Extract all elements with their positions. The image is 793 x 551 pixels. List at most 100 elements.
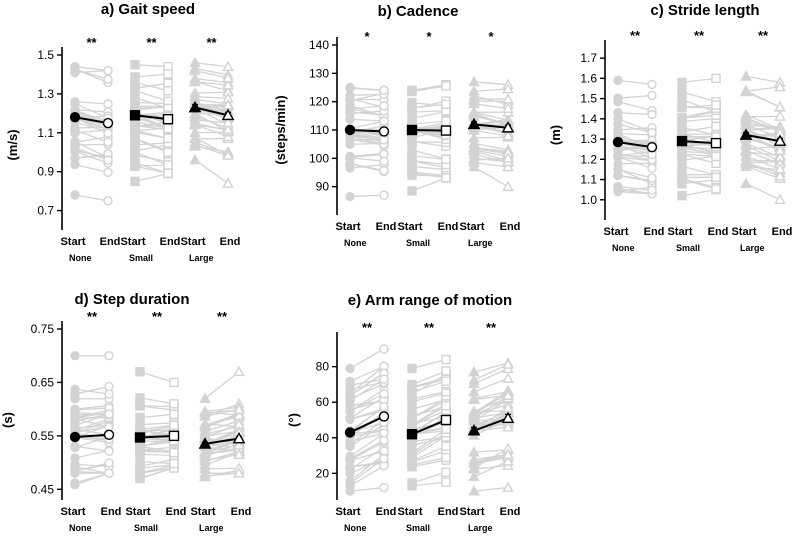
y-tick-label: 1.4 xyxy=(580,112,597,126)
individual-line xyxy=(617,162,653,165)
individual-line xyxy=(204,408,240,418)
individual-end-point xyxy=(104,446,114,456)
individual-start-point xyxy=(199,392,211,403)
individual-end-point xyxy=(222,71,234,83)
individual-line xyxy=(745,86,781,92)
individual-start-point xyxy=(407,448,417,458)
individual-line xyxy=(74,102,109,119)
mean-line xyxy=(411,419,447,436)
individual-line xyxy=(411,445,447,462)
individual-line xyxy=(204,431,240,445)
individual-end-point xyxy=(647,90,657,101)
mean-end-marker xyxy=(162,113,174,125)
individual-line xyxy=(617,185,653,191)
y-tick-label: 140 xyxy=(309,38,329,52)
individual-line xyxy=(349,423,385,448)
mean-line xyxy=(139,434,175,439)
individual-start-point xyxy=(407,103,417,113)
individual-line xyxy=(411,459,447,468)
individual-line xyxy=(134,124,169,131)
individual-start-point xyxy=(345,104,355,114)
individual-start-point xyxy=(189,153,201,165)
condition-label-end: End xyxy=(220,236,241,248)
individual-line xyxy=(204,472,240,477)
individual-start-point xyxy=(199,469,211,481)
individual-start-point xyxy=(407,168,417,178)
condition-label-start: Start xyxy=(459,506,484,518)
individual-line xyxy=(473,129,509,137)
group-label: Small xyxy=(406,523,430,533)
individual-line xyxy=(411,392,447,403)
individual-end-point xyxy=(774,162,786,174)
individual-line xyxy=(134,144,169,152)
individual-end-point xyxy=(502,102,514,114)
group-label: None xyxy=(69,253,92,263)
y-tick-label: 90 xyxy=(316,180,330,194)
individual-line xyxy=(745,75,781,84)
mean-start-marker xyxy=(676,135,688,147)
mean-line xyxy=(473,417,509,432)
individual-line xyxy=(681,155,717,161)
individual-line xyxy=(411,406,447,417)
y-tick-label: 130 xyxy=(309,66,329,80)
individual-line xyxy=(617,143,653,156)
panel-title: b) Cadence xyxy=(378,3,459,20)
individual-line xyxy=(74,68,109,80)
individual-line xyxy=(74,411,110,420)
individual-line xyxy=(74,404,110,410)
individual-line xyxy=(349,120,385,130)
individual-line xyxy=(194,131,229,134)
mean-start-marker xyxy=(344,427,356,438)
individual-end-point xyxy=(502,180,514,192)
individual-end-point xyxy=(379,344,389,354)
individual-start-point xyxy=(468,107,480,118)
individual-line xyxy=(204,442,240,458)
individual-end-point xyxy=(103,99,113,109)
individual-line xyxy=(134,116,169,130)
individual-end-point xyxy=(379,446,389,456)
individual-line xyxy=(745,149,781,165)
individual-end-point xyxy=(104,458,114,468)
individual-end-point xyxy=(104,381,114,392)
y-axis-label: (steps/min) xyxy=(273,95,288,164)
individual-start-point xyxy=(345,455,355,466)
individual-line xyxy=(411,411,447,434)
individual-line xyxy=(139,424,175,435)
group-small xyxy=(406,79,452,196)
group-label: None xyxy=(612,243,635,253)
individual-start-point xyxy=(70,143,80,153)
individual-line xyxy=(411,103,447,109)
individual-start-point xyxy=(407,86,417,97)
individual-end-point xyxy=(379,135,389,145)
individual-line xyxy=(411,428,447,454)
individual-line xyxy=(473,147,509,154)
individual-end-point xyxy=(774,144,786,155)
individual-start-point xyxy=(468,392,480,403)
mean-end-marker xyxy=(646,141,658,153)
individual-end-point xyxy=(647,173,657,183)
individual-line xyxy=(681,153,717,164)
mean-start-marker xyxy=(406,124,418,136)
individual-line xyxy=(349,134,385,141)
individual-start-point xyxy=(130,161,140,171)
individual-start-point xyxy=(677,112,687,123)
individual-line xyxy=(74,413,110,426)
individual-end-point xyxy=(774,80,786,92)
individual-line xyxy=(74,69,109,74)
individual-line xyxy=(681,109,717,119)
individual-end-point xyxy=(163,123,173,134)
individual-end-point xyxy=(647,109,657,120)
individual-line xyxy=(473,464,509,470)
individual-line xyxy=(349,457,385,484)
individual-end-point xyxy=(774,193,786,205)
individual-line xyxy=(139,453,175,457)
individual-line xyxy=(74,425,110,438)
individual-start-point xyxy=(199,454,211,465)
significance-marker: ** xyxy=(206,35,217,50)
mean-line xyxy=(473,123,509,129)
individual-end-point xyxy=(441,173,451,183)
individual-line xyxy=(349,365,385,395)
individual-line xyxy=(473,453,509,463)
individual-line xyxy=(139,430,175,436)
